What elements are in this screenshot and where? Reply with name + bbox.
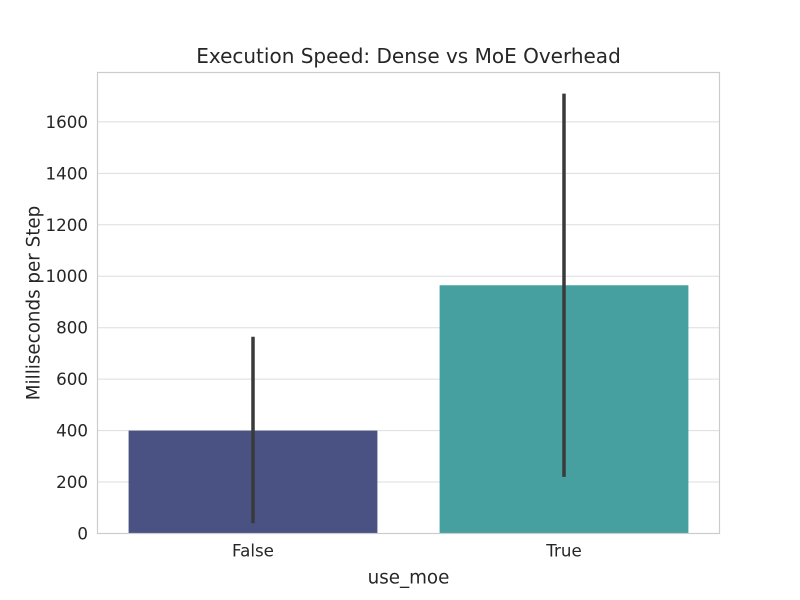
x-tick-label: True: [545, 541, 581, 561]
error-bars-layer: [251, 93, 566, 524]
y-tick-label: 1000: [46, 266, 88, 286]
y-tick-label: 800: [56, 318, 88, 338]
y-tick-label: 1200: [46, 215, 88, 235]
y-tick-label: 600: [56, 369, 88, 389]
x-axis-label: use_moe: [368, 568, 450, 589]
y-tick-label: 200: [56, 472, 88, 492]
y-tick-label: 1600: [46, 112, 88, 132]
x-tick-label: False: [232, 541, 274, 561]
plot-border: [96, 71, 721, 535]
plot-border-layer: [96, 71, 721, 535]
bars-layer: [128, 285, 689, 534]
y-tick-label: 1400: [46, 163, 88, 183]
tick-labels-layer: 0 200 400 600 800 1000 1200 1400 1600 False True: [46, 112, 582, 561]
y-axis-label: Milliseconds per Step: [24, 206, 45, 400]
chart-title: Execution Speed: Dense vs MoE Overhead: [196, 44, 621, 68]
y-tick-label: 400: [56, 421, 88, 441]
y-tick-label: 0: [77, 524, 88, 544]
